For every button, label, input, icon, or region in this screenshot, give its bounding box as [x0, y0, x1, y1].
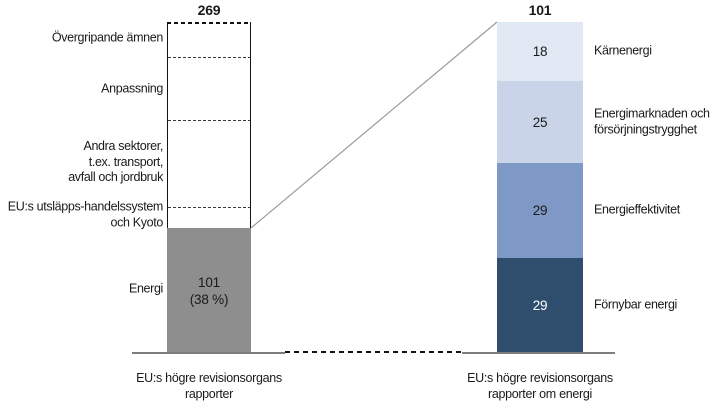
label-energieffektivitet: Energieffektivitet — [594, 202, 720, 218]
label-line: Kärnenergi — [594, 43, 652, 58]
divider-anpassning-andra — [168, 120, 250, 121]
label-line: och Kyoto — [110, 215, 164, 229]
left-bar-unlabeled-portion — [167, 22, 251, 228]
caption-line: rapporter — [184, 387, 234, 401]
right-axis-line — [462, 352, 615, 354]
label-line: försörjningstrygghet — [594, 122, 697, 136]
label-andra-sektorer: Andra sektorer, t.ex. transport, avfall … — [0, 139, 163, 186]
label-line: Anpassning — [101, 81, 163, 96]
label-line: EU:s utsläpps-handelssystem — [7, 199, 164, 214]
label-anpassning: Anpassning — [0, 81, 163, 97]
label-line: Förnybar energi — [594, 297, 677, 312]
label-ets-kyoto: EU:s utsläpps-handelssystem och Kyoto — [0, 199, 164, 231]
label-line: Övergripande ämnen — [51, 30, 163, 45]
caption-line: EU:s högre revisionsorgans — [136, 371, 282, 385]
left-axis-line — [132, 352, 285, 354]
left-bar-total: 269 — [197, 2, 221, 18]
divider-overgripande-anpassning — [168, 57, 250, 58]
right-bar-segment-karnenergi: 18 — [497, 22, 583, 81]
label-fornybar-energi: Förnybar energi — [594, 297, 720, 313]
caption-line: EU:s högre revisionsorgans — [467, 371, 613, 385]
left-bar-top-dashed-border — [167, 22, 251, 24]
label-energimarknaden: Energimarknaden och försörjningstrygghet — [594, 107, 720, 138]
label-line: Andra sektorer, — [83, 138, 163, 153]
right-bar-segment-energieffektivitet: 29 — [497, 163, 583, 258]
label-overgripande-amnen: Övergripande ämnen — [0, 30, 163, 46]
label-line: t.ex. transport, — [88, 154, 164, 169]
right-bar-total: 101 — [528, 2, 552, 18]
label-energi: Energi — [0, 281, 163, 297]
energieffektivitet-value: 29 — [532, 203, 548, 218]
energi-percent: (38 %) — [189, 291, 229, 307]
label-karnenergi: Kärnenergi — [594, 43, 720, 59]
caption-left-bar: EU:s högre revisionsorgans rapporter — [99, 370, 319, 402]
label-line: Energieffektivitet — [594, 202, 680, 217]
caption-right-bar: EU:s högre revisionsorgans rapporter om … — [430, 370, 650, 402]
fornybar-value: 29 — [532, 298, 548, 313]
right-bar-segment-energimarknaden: 25 — [497, 81, 583, 163]
label-line: Energimarknaden och — [594, 106, 710, 121]
energi-value: 101 — [198, 274, 220, 290]
baseline-dashed-line — [285, 351, 462, 353]
caption-line: rapporter om energi — [487, 387, 593, 401]
label-line: avfall och jordbruk — [68, 169, 163, 184]
left-bar-segment-energi: 101 (38 %) — [167, 228, 251, 353]
karnenergi-value: 18 — [532, 44, 548, 59]
energimarknaden-value: 25 — [532, 114, 548, 130]
divider-andra-ets — [168, 207, 250, 208]
label-line: Energi — [128, 281, 163, 296]
right-bar-segment-fornybar: 29 — [497, 258, 583, 353]
